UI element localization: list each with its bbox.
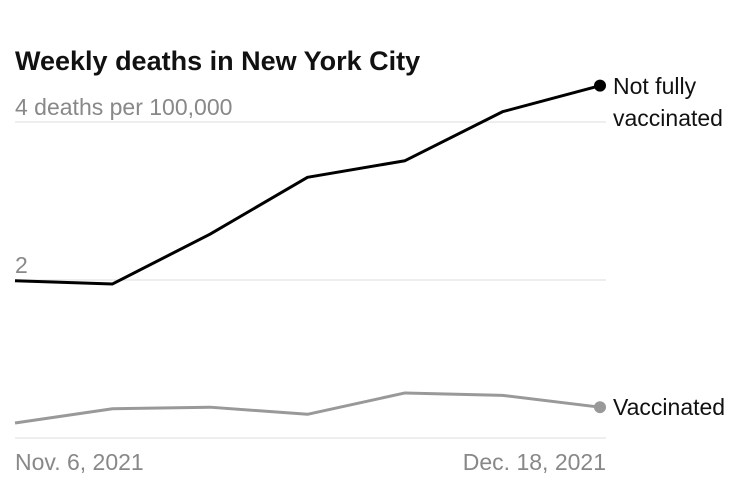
series-line: [14, 84, 601, 286]
y-tick-label: 4 deaths per 100,000: [15, 94, 232, 120]
end-dot: [594, 79, 606, 92]
series-label: Vaccinated: [613, 394, 726, 421]
chart-title: Weekly deaths in New York City: [15, 46, 420, 76]
series-label: Not fully vaccinated: [613, 72, 723, 131]
x-tick-label: Nov. 6, 2021: [15, 449, 144, 475]
end-dot: [594, 401, 606, 414]
y-tick-label: 2: [15, 252, 28, 278]
series-line: [14, 391, 601, 425]
x-tick-label: Dec. 18, 2021: [463, 449, 606, 475]
